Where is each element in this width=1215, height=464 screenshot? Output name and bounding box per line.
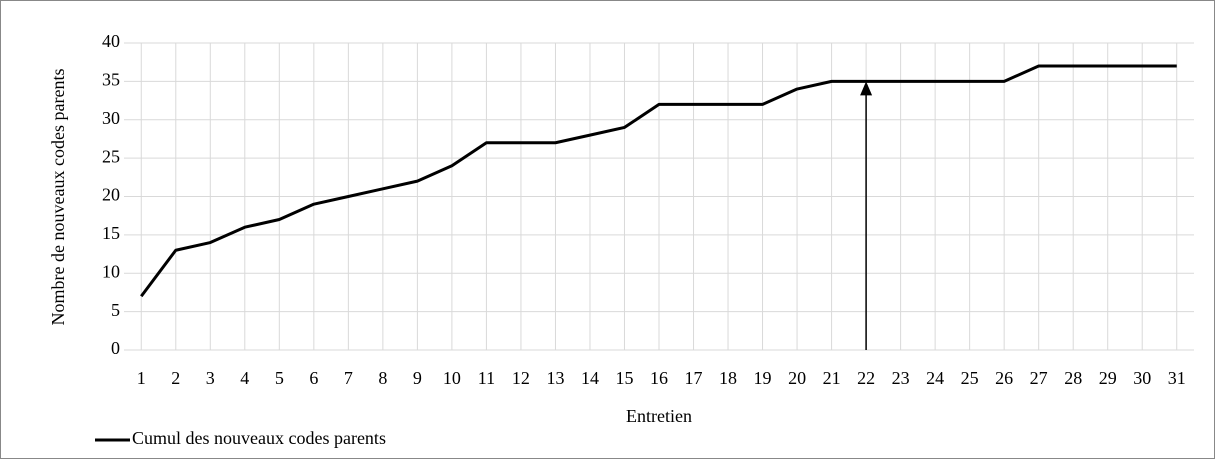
y-axis-label: Nombre de nouveaux codes parents [48,69,68,326]
x-tick-label: 26 [995,368,1013,388]
y-tick-label: 10 [102,261,120,281]
y-tick-label: 15 [102,223,120,243]
y-tick-label: 5 [111,300,120,320]
x-tick-label: 7 [344,368,353,388]
x-tick-label: 28 [1064,368,1082,388]
x-tick-label: 20 [788,368,806,388]
x-tick-label: 9 [413,368,422,388]
x-tick-label: 19 [754,368,772,388]
x-tick-label: 4 [240,368,249,388]
x-tick-label: 30 [1133,368,1151,388]
x-tick-label: 17 [685,368,703,388]
series-line [140,64,1177,298]
x-tick-label: 14 [581,368,599,388]
x-tick-label: 1 [137,368,146,388]
x-tick-label: 5 [275,368,284,388]
y-tick-label: 20 [102,185,120,205]
x-tick-label: 12 [512,368,530,388]
x-tick-label: 29 [1099,368,1117,388]
y-tick-label: 35 [102,70,120,90]
x-tick-label: 24 [926,368,944,388]
x-tick-label: 16 [650,368,668,388]
x-tick-label: 18 [719,368,737,388]
x-tick-label: 21 [823,368,841,388]
legend-label: Cumul des nouveaux codes parents [132,428,386,448]
x-tick-label: 13 [546,368,564,388]
x-tick-label: 27 [1030,368,1048,388]
arrow-head [860,81,873,96]
x-tick-label: 3 [206,368,215,388]
x-tick-label: 23 [892,368,910,388]
y-tick-label: 25 [102,146,120,166]
x-tick-label: 6 [309,368,318,388]
x-tick-label: 2 [171,368,180,388]
x-tick-label: 11 [478,368,495,388]
y-tick-label: 0 [111,338,120,358]
x-axis-label: Entretien [626,406,692,426]
x-tick-label: 8 [378,368,387,388]
x-tick-label: 15 [615,368,633,388]
x-tick-label: 10 [443,368,461,388]
x-tick-label: 22 [857,368,875,388]
x-tick-label: 31 [1168,368,1186,388]
y-tick-label: 30 [102,108,120,128]
x-tick-label: 25 [961,368,979,388]
y-tick-label: 40 [102,31,120,51]
